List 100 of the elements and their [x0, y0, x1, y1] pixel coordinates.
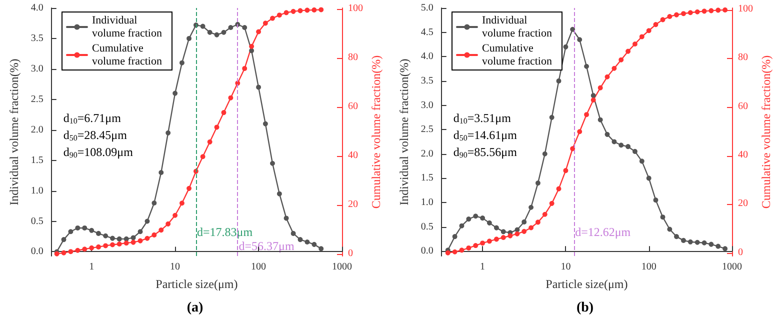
point	[577, 37, 582, 42]
point	[284, 10, 289, 16]
point	[249, 44, 254, 49]
y2-tick-label: 100	[348, 3, 363, 14]
y2-tick-label: 60	[738, 100, 748, 112]
y2-tick-label: 40	[738, 149, 748, 160]
point	[542, 151, 548, 156]
x-tick-label: 10	[560, 262, 571, 272]
point	[708, 8, 714, 14]
point	[570, 146, 576, 152]
y2-tick-label: 0	[738, 246, 743, 258]
point	[702, 8, 707, 14]
point	[256, 84, 262, 90]
y-tick-label: 0.5	[420, 221, 434, 232]
point	[570, 26, 576, 32]
point	[152, 200, 157, 206]
point	[214, 124, 220, 130]
point	[612, 139, 617, 144]
point	[179, 200, 184, 206]
point	[688, 239, 693, 244]
y2-tick-label: 0	[348, 248, 353, 260]
x-tick-label: 10	[170, 262, 180, 272]
y-tick-label: 3.0	[420, 100, 434, 111]
point	[618, 142, 624, 148]
point	[89, 245, 94, 250]
y2-tick-label: 20	[738, 198, 748, 210]
y-tick-label: 3.5	[420, 75, 434, 86]
point	[270, 160, 275, 166]
y2-tick-label: 80	[738, 52, 748, 64]
point	[660, 214, 666, 220]
point	[639, 158, 644, 164]
y-tick-label: 0.0	[420, 246, 434, 257]
point	[716, 244, 721, 249]
point	[549, 114, 554, 120]
point	[68, 229, 74, 234]
point	[61, 237, 66, 242]
point	[242, 66, 248, 71]
point	[200, 24, 206, 29]
point	[228, 25, 234, 30]
point	[653, 22, 658, 28]
y2-tick-label: 80	[348, 52, 358, 64]
y-tick-label: 3.5	[30, 32, 44, 44]
point	[110, 236, 115, 241]
x-axis-title: Particle size(μm)	[546, 277, 628, 291]
point	[722, 246, 728, 252]
point	[598, 85, 603, 90]
point	[708, 242, 714, 247]
point	[124, 236, 129, 242]
point	[632, 42, 638, 47]
point	[473, 243, 478, 248]
point	[667, 226, 672, 232]
ref-line-label: d=12.62μm	[575, 225, 632, 239]
point	[75, 225, 80, 230]
point	[166, 221, 171, 226]
point	[716, 8, 721, 13]
point	[494, 236, 499, 242]
y-tick-label: 1.0	[420, 197, 434, 208]
point	[486, 220, 492, 226]
y2-tick-label: 40	[348, 150, 358, 162]
point	[262, 121, 268, 126]
x-tick-label: 100	[641, 262, 656, 272]
point	[466, 245, 472, 250]
point	[290, 230, 296, 236]
point	[556, 186, 562, 192]
point	[494, 225, 499, 230]
point	[694, 240, 700, 245]
point	[646, 176, 652, 181]
point	[207, 30, 212, 35]
point	[667, 14, 672, 20]
y-tick-label: 1.5	[30, 154, 44, 166]
ref-line-label: d=17.83μm	[197, 225, 254, 239]
point	[528, 225, 534, 230]
y-axis-title: Individual volume fraction(%)	[397, 58, 411, 206]
point	[660, 17, 666, 22]
point	[75, 248, 80, 253]
legend-label: Cumulative volume fraction	[482, 42, 552, 68]
point	[694, 9, 700, 14]
point	[304, 8, 310, 13]
point	[103, 233, 108, 238]
point	[158, 170, 164, 176]
point	[674, 12, 679, 18]
point	[459, 223, 464, 228]
point	[563, 168, 568, 174]
point	[96, 230, 101, 236]
point	[702, 240, 707, 246]
point	[653, 198, 658, 203]
point	[256, 29, 262, 34]
x-tick-label: 1000	[722, 262, 742, 272]
y-tick-label: 2.5	[420, 124, 434, 136]
y-tick-label: 4.0	[420, 51, 434, 62]
point	[200, 154, 206, 160]
point	[680, 238, 686, 243]
point	[89, 228, 94, 233]
point	[646, 28, 652, 34]
point	[612, 66, 617, 71]
point	[221, 110, 226, 116]
point	[674, 234, 679, 240]
point	[688, 10, 693, 16]
point	[480, 240, 486, 246]
point	[318, 246, 324, 252]
